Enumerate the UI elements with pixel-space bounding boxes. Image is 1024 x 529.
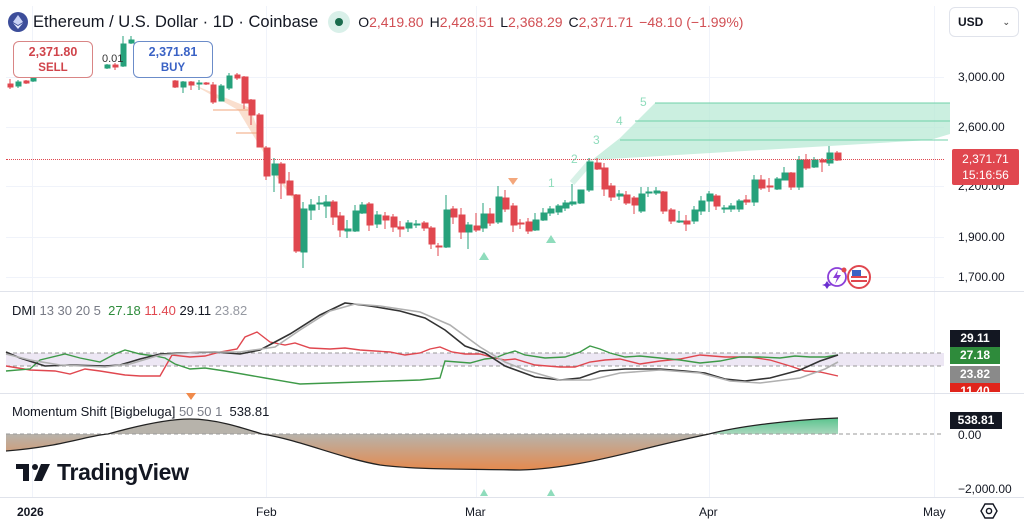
momentum-params: 50 50 1 — [178, 404, 223, 419]
dmi-minus-di-badge: 11.40 — [950, 383, 1000, 392]
market-open-dot-icon — [328, 11, 351, 33]
currency-value: USD — [958, 15, 984, 29]
low-value: 2,368.29 — [508, 14, 563, 30]
change-value: −48.10 (−1.99%) — [639, 14, 744, 30]
momentum-tick-zero: 0.00 — [958, 428, 982, 442]
pane-separator[interactable] — [0, 291, 1024, 292]
high-value: 2,428.51 — [439, 14, 495, 30]
dmi-name: DMI — [12, 303, 36, 318]
wave-label-2: 2 — [571, 152, 578, 166]
low-label: L — [500, 14, 509, 30]
buy-button[interactable]: 2,371.81 BUY — [133, 41, 213, 78]
momentum-name: Momentum Shift [Bigbeluga] — [12, 404, 176, 419]
candlesticks — [7, 36, 842, 268]
grid-line — [32, 6, 33, 498]
time-label-apr: Apr — [699, 505, 718, 519]
last-price-tag: 2,371.71 15:16:56 — [952, 149, 1019, 185]
price-tick: 3,000.00 — [958, 70, 1005, 84]
grid-line — [6, 77, 944, 78]
open-value: 2,419.80 — [369, 14, 424, 30]
tradingview-logo-icon — [16, 464, 50, 481]
sell-price: 2,371.80 — [28, 45, 78, 59]
tradingview-watermark[interactable]: TradingView — [16, 459, 189, 486]
grid-line — [476, 6, 477, 498]
grid-line — [709, 6, 710, 498]
price-tick: 1,900.00 — [958, 230, 1005, 244]
sell-label: SELL — [38, 62, 68, 74]
dmi-adxr-badge: 23.82 — [950, 366, 1000, 383]
wave-label-5: 5 — [640, 95, 647, 109]
wave-label-4: 4 — [616, 114, 623, 128]
ohlc-values: O2,419.80 H2,428.51 L2,368.29 C2,371.71 … — [358, 14, 743, 30]
bar-countdown: 15:16:56 — [962, 168, 1009, 182]
dmi-adxr: 23.82 — [214, 303, 248, 318]
tradingview-text: TradingView — [57, 459, 189, 485]
dmi-adx-badge: 29.11 — [950, 330, 1000, 347]
close-value: 2,371.71 — [578, 14, 634, 30]
us-flag-events-icon[interactable] — [846, 264, 872, 290]
time-label-year: 2026 — [17, 505, 44, 519]
buy-label: BUY — [160, 62, 186, 74]
dmi-plus-di-badge: 27.18 — [950, 347, 1000, 364]
buy-price: 2,371.81 — [148, 45, 198, 59]
momentum-legend[interactable]: Momentum Shift [Bigbeluga] 50 50 1 538.8… — [12, 404, 269, 419]
last-price-line — [6, 159, 944, 160]
grid-line — [6, 186, 944, 187]
grid-line — [266, 6, 267, 498]
grid-line — [934, 6, 935, 498]
dmi-minus-di-badge-clip: 11.40 — [950, 383, 1000, 392]
currency-select[interactable]: USD ⌄ — [949, 7, 1019, 37]
momentum-badge: 538.81 — [950, 412, 1002, 429]
grid-line — [6, 237, 944, 238]
high-label: H — [429, 14, 440, 30]
chevron-down-icon: ⌄ — [1002, 16, 1010, 27]
dmi-params: 13 30 20 5 — [39, 303, 101, 318]
momentum-value: 538.81 — [229, 404, 270, 419]
ai-assistant-icon[interactable] — [820, 264, 874, 290]
symbol-title[interactable]: Ethereum / U.S. Dollar · 1D · Coinbase — [33, 12, 319, 31]
time-label-mar: Mar — [465, 505, 486, 519]
grid-line — [6, 127, 944, 128]
time-axis-border — [0, 497, 1024, 498]
close-label: C — [568, 14, 579, 30]
gear-icon[interactable] — [980, 502, 998, 520]
dmi-legend[interactable]: DMI 13 30 20 5 27.18 11.40 29.11 23.82 — [12, 303, 247, 318]
grid-line — [6, 277, 944, 278]
dmi-minus-di: 11.40 — [144, 303, 176, 318]
price-tick: 2,600.00 — [958, 120, 1005, 134]
sell-button[interactable]: 2,371.80 SELL — [13, 41, 93, 78]
time-label-may: May — [923, 505, 946, 519]
symbol-legend[interactable]: Ethereum / U.S. Dollar · 1D · Coinbase O… — [8, 11, 743, 33]
time-label-feb: Feb — [256, 505, 277, 519]
momentum-tick-min: −2,000.00 — [958, 482, 1012, 496]
dmi-plus-di: 27.18 — [108, 303, 141, 318]
pane-separator[interactable] — [0, 393, 1024, 394]
wave-label-1: 1 — [548, 176, 555, 190]
dmi-adx: 29.11 — [179, 303, 212, 318]
price-tick: 1,700.00 — [958, 270, 1005, 284]
last-price: 2,371.71 — [962, 152, 1009, 166]
wave-label-3: 3 — [593, 133, 600, 147]
ethereum-logo-icon — [8, 12, 28, 32]
spread-value: 0.01 — [102, 53, 124, 65]
open-label: O — [358, 14, 370, 30]
